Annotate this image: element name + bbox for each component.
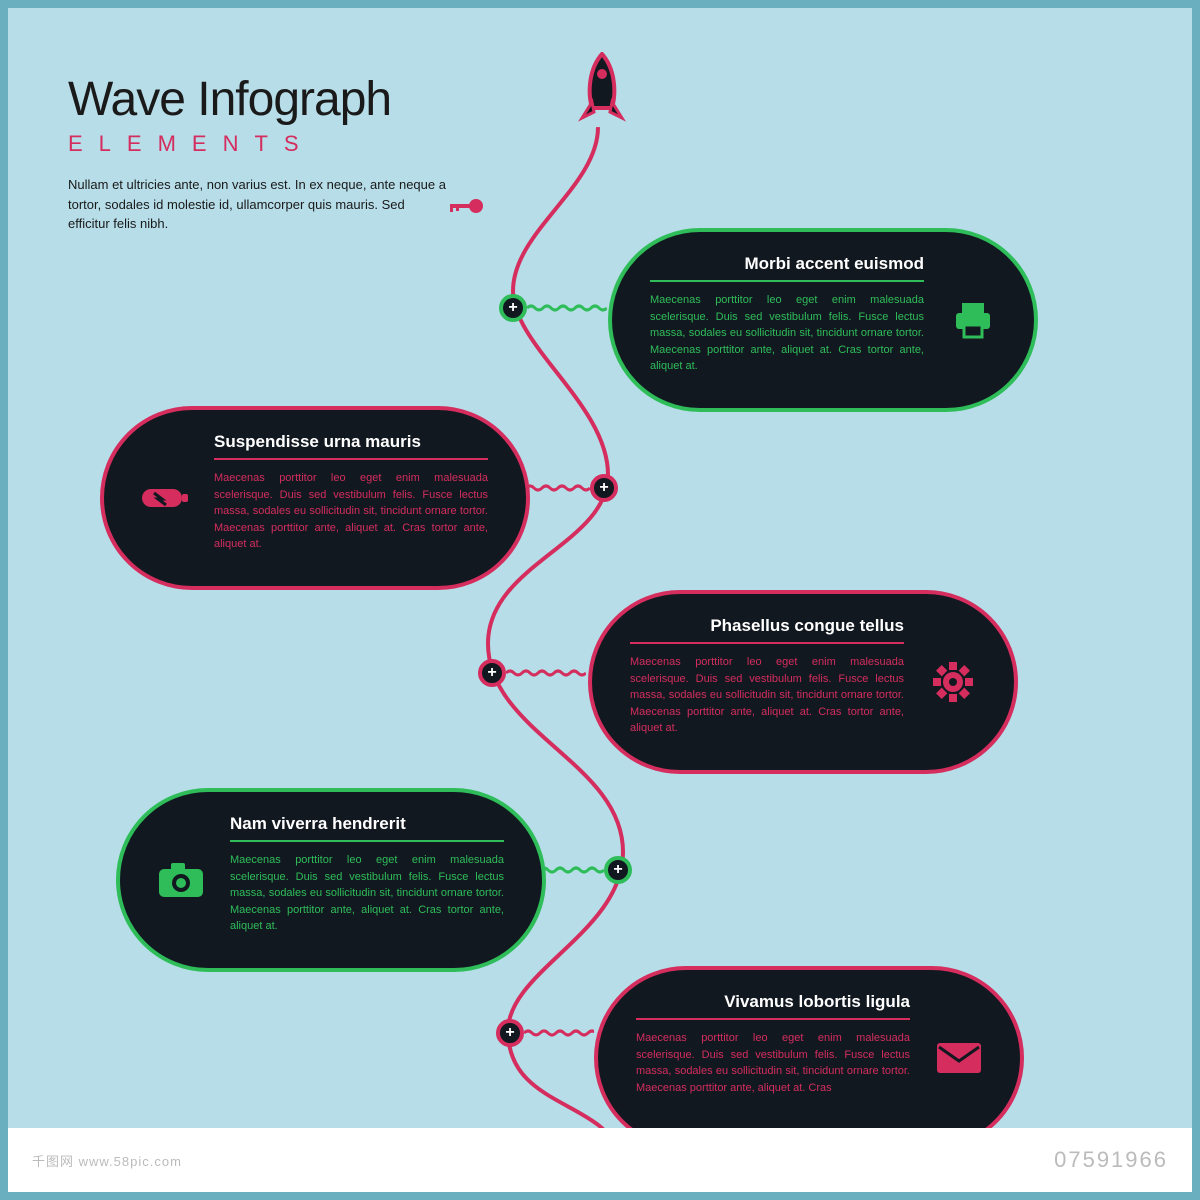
connector-wiggle bbox=[506, 669, 586, 677]
card-underline bbox=[630, 642, 904, 644]
title-description: Nullam et ultricies ante, non varius est… bbox=[68, 175, 448, 234]
battery-icon bbox=[140, 473, 190, 523]
timeline-node bbox=[499, 294, 527, 322]
rocket-icon bbox=[578, 52, 626, 133]
card-title: Nam viverra hendrerit bbox=[230, 814, 504, 834]
info-card: Morbi accent euismod Maecenas porttitor … bbox=[608, 228, 1038, 412]
footer-watermark: 千图网 www.58pic.com 07591966 bbox=[8, 1128, 1192, 1192]
card-underline bbox=[650, 280, 924, 282]
card-title: Morbi accent euismod bbox=[650, 254, 924, 274]
title-subtitle: ELEMENTS bbox=[68, 131, 488, 157]
info-card: Suspendisse urna mauris Maecenas porttit… bbox=[100, 406, 530, 590]
card-title: Phasellus congue tellus bbox=[630, 616, 904, 636]
timeline-node bbox=[604, 856, 632, 884]
title-main: Wave Infograph bbox=[68, 72, 488, 127]
card-title: Suspendisse urna mauris bbox=[214, 432, 488, 452]
card-body: Maecenas porttitor leo eget enim malesua… bbox=[214, 470, 488, 553]
connector-wiggle bbox=[524, 1029, 594, 1037]
printer-icon bbox=[948, 295, 998, 345]
info-card: Vivamus lobortis ligula Maecenas porttit… bbox=[594, 966, 1024, 1150]
card-underline bbox=[214, 458, 488, 460]
title-block: Wave Infograph ELEMENTS Nullam et ultric… bbox=[68, 72, 488, 234]
card-underline bbox=[230, 840, 504, 842]
card-underline bbox=[636, 1018, 910, 1020]
timeline-node bbox=[478, 659, 506, 687]
card-body: Maecenas porttitor leo eget enim malesua… bbox=[230, 852, 504, 935]
card-title: Vivamus lobortis ligula bbox=[636, 992, 910, 1012]
envelope-icon bbox=[934, 1033, 984, 1083]
info-card: Phasellus congue tellus Maecenas porttit… bbox=[588, 590, 1018, 774]
watermark-text: 千图网 www.58pic.com bbox=[32, 1151, 182, 1170]
infographic-canvas: Wave Infograph ELEMENTS Nullam et ultric… bbox=[8, 8, 1192, 1128]
card-body: Maecenas porttitor leo eget enim malesua… bbox=[650, 292, 924, 375]
info-card: Nam viverra hendrerit Maecenas porttitor… bbox=[116, 788, 546, 972]
timeline-node bbox=[590, 474, 618, 502]
card-body: Maecenas porttitor leo eget enim malesua… bbox=[636, 1030, 910, 1096]
gear-icon bbox=[928, 657, 978, 707]
connector-wiggle bbox=[527, 304, 607, 312]
key-icon bbox=[448, 196, 484, 221]
camera-icon bbox=[156, 855, 206, 905]
watermark-id: 07591966 bbox=[1054, 1147, 1168, 1173]
timeline-node bbox=[496, 1019, 524, 1047]
card-body: Maecenas porttitor leo eget enim malesua… bbox=[630, 654, 904, 737]
